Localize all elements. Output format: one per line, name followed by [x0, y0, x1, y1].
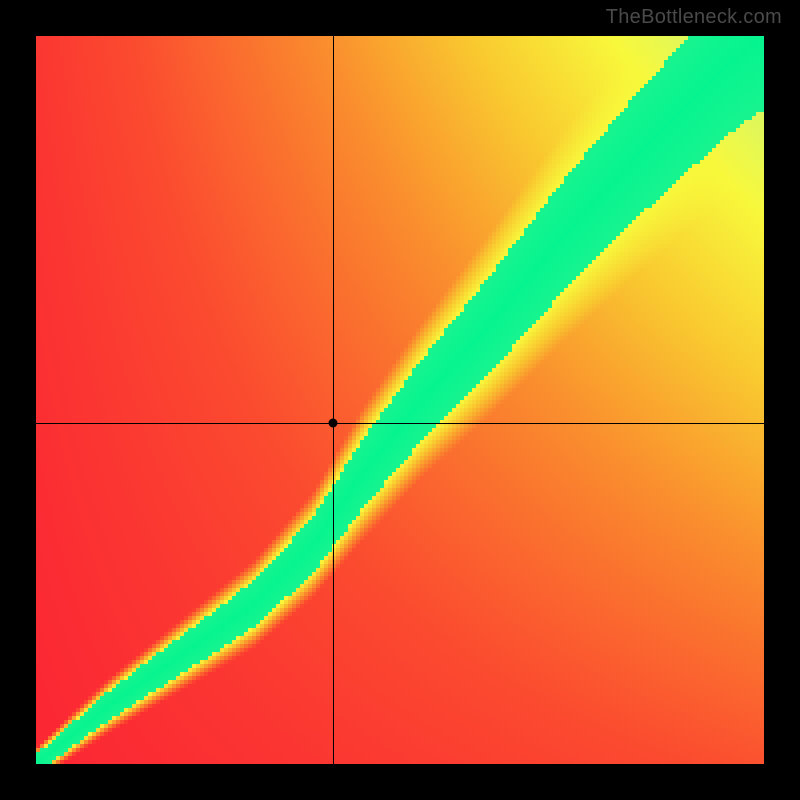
- heatmap-canvas: [36, 36, 764, 764]
- chart-container: TheBottleneck.com: [0, 0, 800, 800]
- plot-area: [36, 36, 764, 764]
- watermark-text: TheBottleneck.com: [606, 6, 782, 29]
